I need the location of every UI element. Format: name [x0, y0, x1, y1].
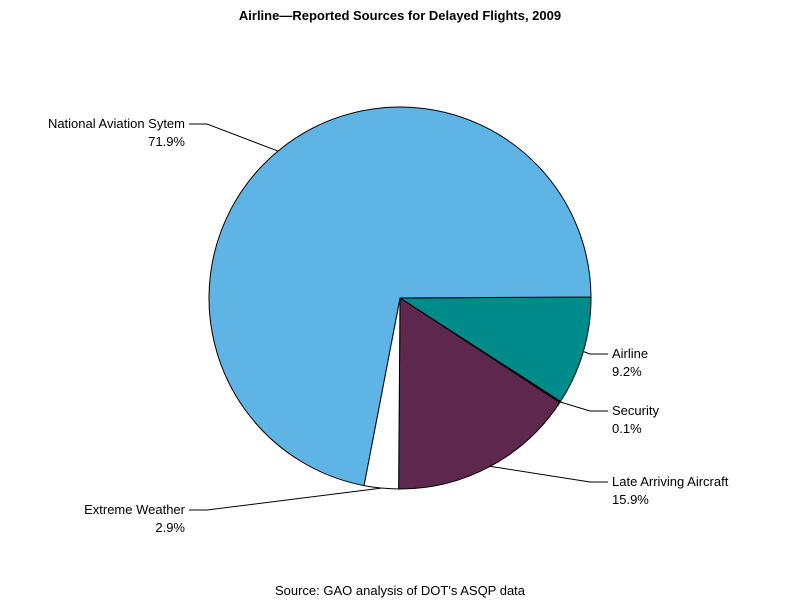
pie-slices	[208, 106, 592, 490]
slice-value-extreme-weather: 2.9%	[155, 520, 185, 535]
pie-slice-national-aviation-sytem	[208, 106, 592, 487]
slice-label-airline: Airline	[612, 346, 648, 361]
slice-label-extreme-weather: Extreme Weather	[84, 502, 186, 517]
slice-value-late-arriving-aircraft: 15.9%	[612, 492, 649, 507]
slice-label-security: Security	[612, 403, 659, 418]
leader-line-extreme-weather	[189, 487, 382, 511]
slice-label-late-arriving-aircraft: Late Arriving Aircraft	[612, 474, 729, 489]
pie-leader-lines	[189, 123, 608, 511]
source-note: Source: GAO analysis of DOT's ASQP data	[275, 583, 526, 598]
slice-label-national-aviation-sytem: National Aviation Sytem	[48, 116, 185, 131]
leader-line-airline	[583, 351, 608, 355]
leader-line-national-aviation-sytem	[189, 123, 279, 152]
leader-line-late-arriving-aircraft	[490, 465, 608, 483]
pie-slice-late-arriving-aircraft	[398, 297, 561, 490]
slice-value-security: 0.1%	[612, 421, 642, 436]
chart-title: Airline—Reported Sources for Delayed Fli…	[239, 8, 561, 23]
leader-line-security	[560, 401, 608, 412]
pie-labels: Airline 9.2% Security 0.1% Late Arriving Air…	[48, 116, 729, 535]
pie-slice-airline	[398, 296, 592, 403]
slice-value-national-aviation-sytem: 71.9%	[148, 134, 185, 149]
slice-value-airline: 9.2%	[612, 364, 642, 379]
